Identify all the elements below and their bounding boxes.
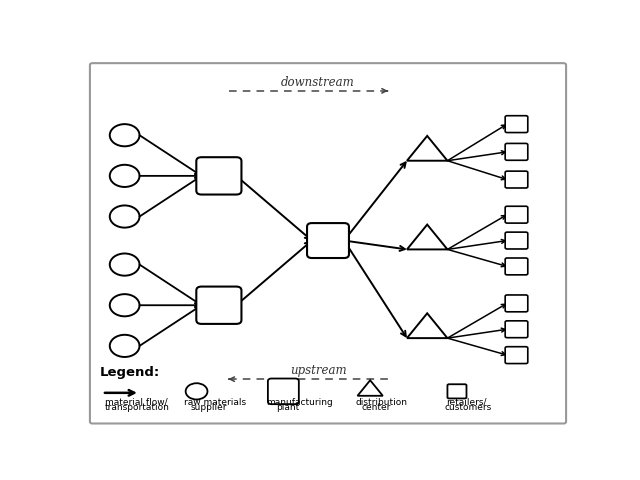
FancyBboxPatch shape <box>505 258 528 275</box>
FancyBboxPatch shape <box>196 287 241 324</box>
Text: retailers/: retailers/ <box>446 397 486 407</box>
Text: plant: plant <box>276 403 299 412</box>
FancyBboxPatch shape <box>447 384 467 398</box>
Text: distribution: distribution <box>355 397 407 407</box>
FancyBboxPatch shape <box>307 223 349 258</box>
Text: downstream: downstream <box>281 76 355 89</box>
Text: raw materials: raw materials <box>184 397 246 407</box>
Text: upstream: upstream <box>290 364 346 377</box>
Text: manufacturing: manufacturing <box>266 397 333 407</box>
FancyBboxPatch shape <box>505 347 528 363</box>
Text: customers: customers <box>445 403 492 412</box>
FancyBboxPatch shape <box>90 63 566 423</box>
FancyBboxPatch shape <box>505 144 528 160</box>
FancyBboxPatch shape <box>505 171 528 188</box>
FancyBboxPatch shape <box>505 116 528 132</box>
Text: transportation: transportation <box>105 403 170 412</box>
Text: center: center <box>361 403 390 412</box>
FancyBboxPatch shape <box>505 232 528 249</box>
FancyBboxPatch shape <box>505 295 528 312</box>
FancyBboxPatch shape <box>505 321 528 338</box>
Text: material flow/: material flow/ <box>105 397 168 407</box>
Text: supplier: supplier <box>191 403 227 412</box>
FancyBboxPatch shape <box>505 206 528 223</box>
FancyBboxPatch shape <box>268 379 299 404</box>
Text: Legend:: Legend: <box>100 366 160 379</box>
FancyBboxPatch shape <box>196 157 241 194</box>
